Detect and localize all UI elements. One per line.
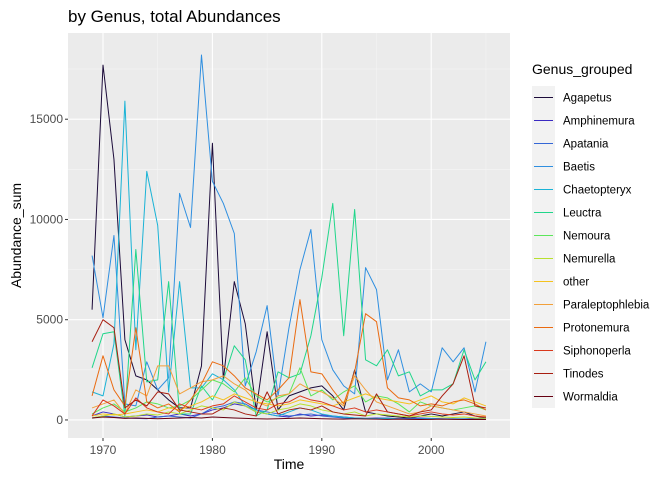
x-axis-title: Time: [274, 456, 305, 472]
series-line-tinodes: [91, 319, 487, 417]
legend-label-nemoura: Nemoura: [563, 231, 611, 243]
legend-label-wormaldia: Wormaldia: [563, 392, 618, 404]
x-axis-ticks: 1970 1980 1990 2000: [90, 438, 445, 457]
legend-label-paraleptophlebia: Paraleptophlebia: [563, 300, 650, 312]
grid-minor: [68, 33, 510, 438]
legend-label-protonemura: Protonemura: [563, 323, 630, 335]
series-line-siphonoperla: [91, 395, 486, 418]
x-tick-label-1: 1980: [199, 443, 226, 457]
legend-label-amphinemura: Amphinemura: [563, 116, 635, 128]
legend-label-nemurella: Nemurella: [563, 254, 616, 266]
y-axis-ticks: 0 5000 10000 15000: [30, 112, 68, 427]
chart-title: by Genus, total Abundances: [68, 7, 281, 26]
y-tick-label-1: 5000: [36, 313, 63, 327]
series-line-wormaldia: [92, 416, 486, 421]
legend: Genus_grouped Agapetus Amphinemura Apatani…: [532, 61, 650, 408]
y-tick-label-2: 10000: [30, 212, 64, 226]
series-lines: [91, 54, 487, 421]
y-tick-label-3: 15000: [30, 112, 64, 126]
legend-label-leuctra: Leuctra: [563, 208, 602, 220]
legend-label-tinodes: Tinodes: [563, 369, 604, 381]
legend-label-agapetus: Agapetus: [563, 93, 612, 105]
series-line-protonemura: [91, 299, 487, 413]
series-line-baetis: [91, 54, 487, 407]
legend-label-baetis: Baetis: [563, 162, 595, 174]
legend-label-apatania: Apatania: [563, 139, 609, 151]
grid-major: [68, 33, 510, 438]
legend-label-other: other: [563, 277, 589, 289]
series-line-chaetopteryx: [91, 100, 486, 421]
legend-label-siphonoperla: Siphonoperla: [563, 346, 631, 358]
y-axis-title: Abundance_sum: [8, 183, 24, 288]
x-tick-label-0: 1970: [90, 443, 117, 457]
y-tick-label-0: 0: [56, 413, 63, 427]
x-tick-label-2: 1990: [308, 443, 335, 457]
legend-label-chaetopteryx: Chaetopteryx: [563, 185, 632, 197]
legend-title: Genus_grouped: [532, 61, 632, 77]
x-tick-label-3: 2000: [418, 443, 445, 457]
series-line-nemurella: [91, 401, 486, 419]
